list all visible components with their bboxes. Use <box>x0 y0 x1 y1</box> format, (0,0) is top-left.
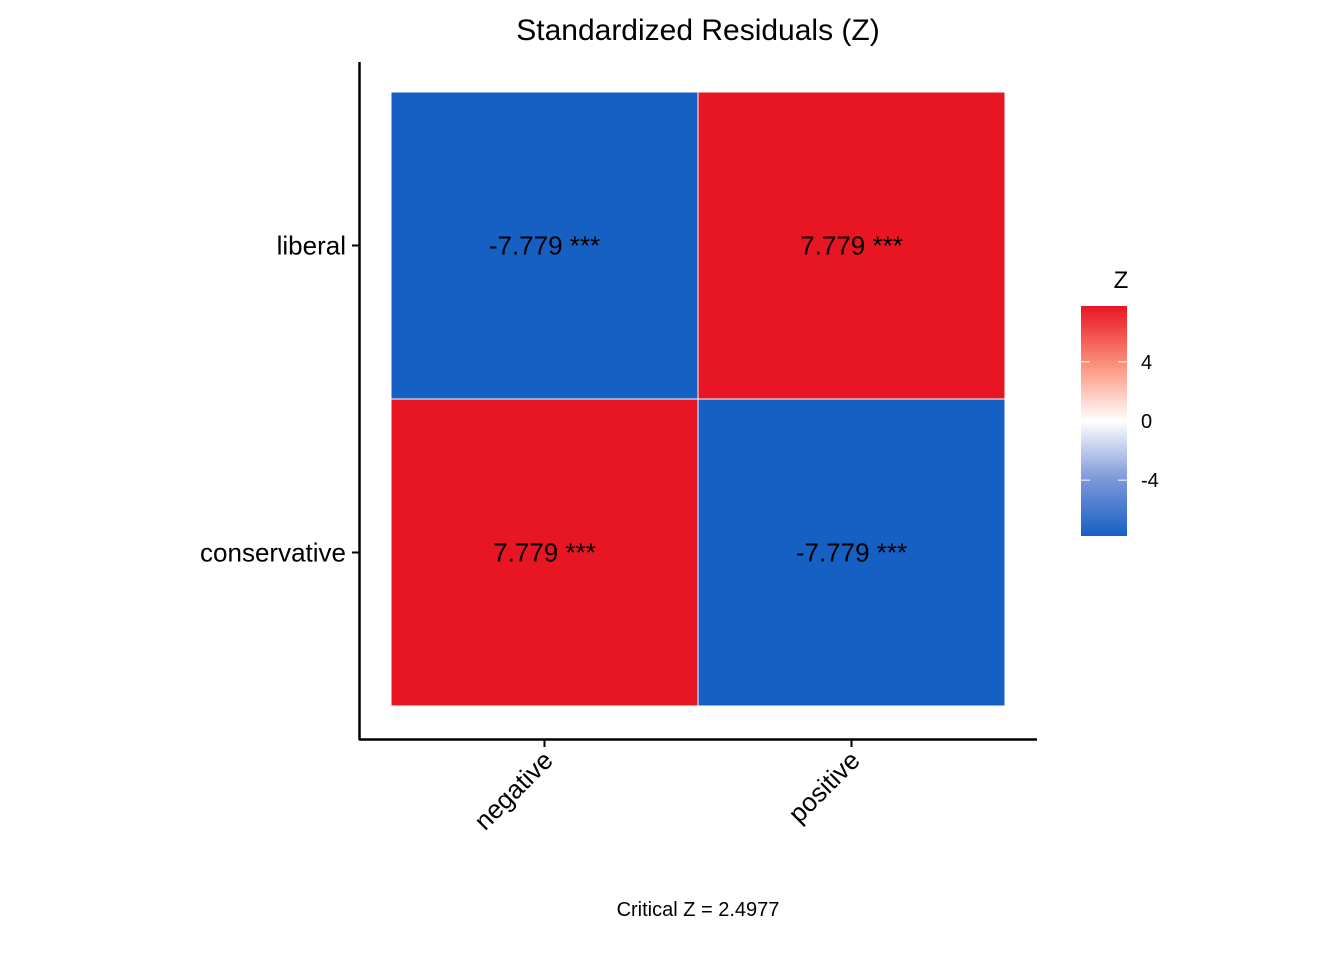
caption: Critical Z = 2.4977 <box>617 899 780 921</box>
y-tick-label: liberal <box>277 231 346 261</box>
x-tick-label: positive <box>782 745 866 829</box>
heatmap-cell <box>697 398 1006 707</box>
heatmap-cell <box>390 398 699 707</box>
cell-label: -7.779 *** <box>489 231 600 261</box>
legend-title: Z <box>1114 267 1129 294</box>
cell-label: -7.779 *** <box>796 538 907 568</box>
chart-title: Standardized Residuals (Z) <box>516 14 880 47</box>
cell-label: 7.779 *** <box>800 231 903 261</box>
cell-label: 7.779 *** <box>493 538 596 568</box>
y-tick-label: conservative <box>200 538 346 568</box>
heatmap-cell <box>697 91 1006 400</box>
heatmap-cell <box>390 91 699 400</box>
legend-tick-label: 4 <box>1141 352 1152 374</box>
legend-tick-label: 0 <box>1141 411 1152 433</box>
legend-ticks-group: 4 0 -4 <box>1081 352 1159 492</box>
tiles-group: -7.779 *** 7.779 *** 7.779 *** -7.779 *** <box>390 91 1006 707</box>
x-tick-label: negative <box>468 745 559 836</box>
legend-tick-label: -4 <box>1141 470 1159 492</box>
